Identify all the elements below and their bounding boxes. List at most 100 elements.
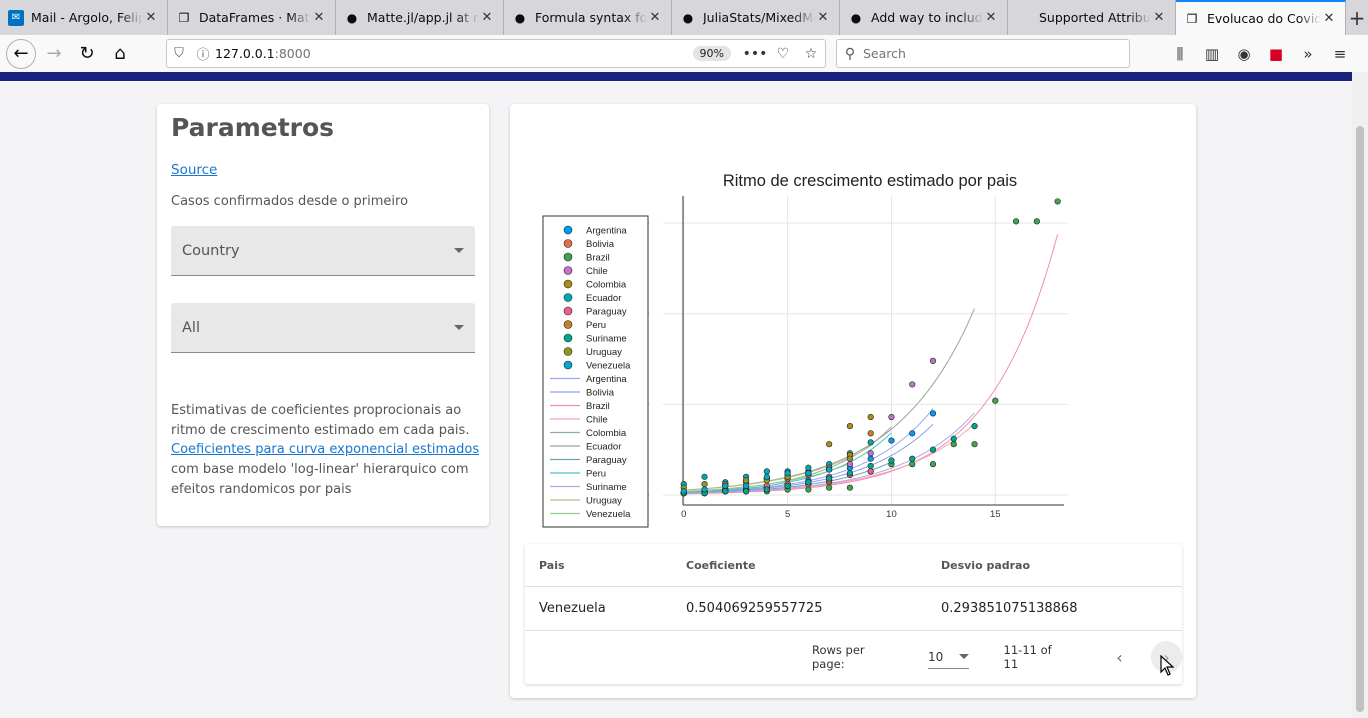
legend-marker <box>563 225 573 235</box>
prev-page-icon[interactable]: ‹ <box>1116 647 1123 667</box>
page-actions-icon[interactable]: ••• <box>742 45 768 62</box>
header-pais[interactable]: Pais <box>539 558 565 572</box>
extension-icon[interactable]: ■ <box>1268 44 1284 63</box>
table-header: Pais Coeficiente Desvio padrao <box>525 544 1182 587</box>
legend-marker <box>563 360 573 370</box>
new-tab-button[interactable]: + <box>1348 5 1366 30</box>
url-bar[interactable]: ⛉ ⓘ 127.0.0.1:8000 90% ••• ♡ ☆ <box>166 39 826 68</box>
data-point-argentina <box>867 455 874 462</box>
results-panel: Ritmo de crescimento estimado por pais 0 5… <box>510 104 1196 698</box>
browser-tab[interactable]: ❐ Evolucao do Covid ✕ <box>1176 0 1346 35</box>
legend-label: Paraguay <box>586 307 627 318</box>
data-point-paraguay <box>867 468 874 475</box>
data-point-ecuador <box>701 473 708 480</box>
forward-button[interactable]: → <box>46 43 62 64</box>
zoom-badge[interactable]: 90% <box>692 46 731 61</box>
browser-tab[interactable]: ❐ DataFrames · Matte ✕ <box>168 0 336 35</box>
browser-tab[interactable]: ● JuliaStats/MixedMo ✕ <box>672 0 840 35</box>
data-point-venezuela <box>826 466 833 473</box>
overflow-chevron-icon[interactable]: » <box>1303 44 1313 63</box>
browser-tab[interactable]: Supported Attributes✕ <box>1008 0 1176 35</box>
data-point-suriname <box>929 446 937 453</box>
browser-tab[interactable]: ✉ Mail - Argolo, Felipe ✕ <box>0 0 168 35</box>
legend-label: Colombia <box>586 428 627 439</box>
tab-label: Formula syntax for <box>535 10 647 25</box>
model-notes: Estimativas de coeficientes proprocionai… <box>171 401 481 500</box>
legend-label: Bolivia <box>586 239 615 250</box>
tab-label: Mail - Argolo, Felipe <box>31 10 143 25</box>
tab-close-icon[interactable]: ✕ <box>817 10 829 25</box>
data-point-brazil <box>805 486 812 493</box>
legend-marker <box>563 347 573 356</box>
sidebar-icon[interactable]: ▥ <box>1204 44 1220 63</box>
chart-title: Ritmo de crescimento estimado por pais <box>723 172 1017 190</box>
legend-label: Paraguay <box>586 455 627 466</box>
page-icon: ❐ <box>1186 11 1198 26</box>
home-icon[interactable]: ⌂ <box>114 43 126 64</box>
bookmark-star-icon[interactable]: ☆ <box>804 45 818 62</box>
account-icon[interactable]: ◉ <box>1237 44 1251 63</box>
header-coeficiente[interactable]: Coeficiente <box>686 558 756 572</box>
scrollbar-thumb[interactable] <box>1356 126 1364 712</box>
tab-close-icon[interactable]: ✕ <box>145 10 157 25</box>
header-desvio[interactable]: Desvio padrao <box>941 558 1031 572</box>
table-row: Venezuela 0.504069259557725 0.2938510751… <box>525 587 1182 631</box>
data-point-chile <box>867 450 874 457</box>
data-point-uruguay <box>701 480 708 488</box>
data-point-venezuela <box>722 482 729 489</box>
page-scrollbar[interactable] <box>1352 72 1368 718</box>
reload-button[interactable]: ↻ <box>79 43 95 64</box>
tab-close-icon[interactable]: ✕ <box>1153 10 1165 25</box>
browser-tab[interactable]: ● Formula syntax for ✕ <box>504 0 672 35</box>
chart-legend <box>542 215 649 528</box>
legend-label: Chile <box>586 266 608 277</box>
url-text[interactable]: 127.0.0.1:8000 <box>215 46 311 61</box>
library-icon[interactable]: ⫼ <box>1176 44 1184 63</box>
tab-close-icon[interactable]: ✕ <box>649 10 661 25</box>
data-point-ecuador <box>867 439 874 446</box>
pocket-icon[interactable]: ♡ <box>776 45 790 62</box>
mouse-cursor-icon <box>1160 655 1175 676</box>
coefficients-link[interactable]: Coeficientes para curva exponencial esti… <box>171 442 480 458</box>
country-select[interactable]: Country <box>171 226 475 276</box>
data-point-suriname <box>867 462 874 470</box>
x-tick-label: 5 <box>785 509 790 520</box>
data-point-suriname <box>909 455 916 462</box>
search-icon: ⚲ <box>844 45 856 62</box>
menu-icon[interactable]: ≡ <box>1333 44 1347 63</box>
tab-label: Supported Attributes <box>1039 10 1151 25</box>
data-point-chile <box>909 381 916 388</box>
github-icon: ● <box>346 10 358 25</box>
tab-close-icon[interactable]: ✕ <box>313 10 325 25</box>
dropdown-arrow-icon <box>454 325 464 330</box>
rows-per-page-select[interactable]: 10 <box>927 645 969 669</box>
source-link[interactable]: Source <box>171 162 218 178</box>
search-bar[interactable]: ⚲ Search <box>836 39 1130 68</box>
legend-marker <box>563 306 573 316</box>
page-range: 11-11 of 11 <box>1003 643 1052 671</box>
shield-icon[interactable]: ⛉ <box>174 46 184 61</box>
data-point-venezuela <box>742 482 750 489</box>
search-placeholder: Search <box>863 46 906 61</box>
tab-bar: ✉ Mail - Argolo, Felipe ✕ ❐ DataFrames · Mat… <box>0 0 1368 35</box>
data-point-ecuador <box>763 468 770 475</box>
all-select[interactable]: All <box>171 303 475 353</box>
tab-close-icon[interactable]: ✕ <box>1323 11 1335 26</box>
data-point-brazil <box>929 461 937 468</box>
browser-tab[interactable]: ● Add way to include ✕ <box>840 0 1008 35</box>
legend-marker <box>563 333 573 343</box>
tab-close-icon[interactable]: ✕ <box>481 10 493 25</box>
browser-tab[interactable]: ● Matte.jl/app.jl at m ✕ <box>336 0 504 35</box>
rows-per-page-label: Rows per page: <box>812 643 865 671</box>
back-button[interactable]: ← <box>6 38 36 69</box>
data-point-suriname <box>888 457 895 464</box>
data-point-colombia <box>826 441 833 448</box>
data-point-brazil <box>950 441 957 448</box>
data-point-chile <box>929 357 937 364</box>
all-select-label: All <box>182 319 200 336</box>
growth-chart: Ritmo de crescimento estimado por pais 0 5… <box>542 172 1068 528</box>
data-point-argentina <box>888 437 895 444</box>
info-icon[interactable]: ⓘ <box>196 48 210 63</box>
data-point-colombia <box>867 413 874 421</box>
tab-close-icon[interactable]: ✕ <box>985 10 997 25</box>
